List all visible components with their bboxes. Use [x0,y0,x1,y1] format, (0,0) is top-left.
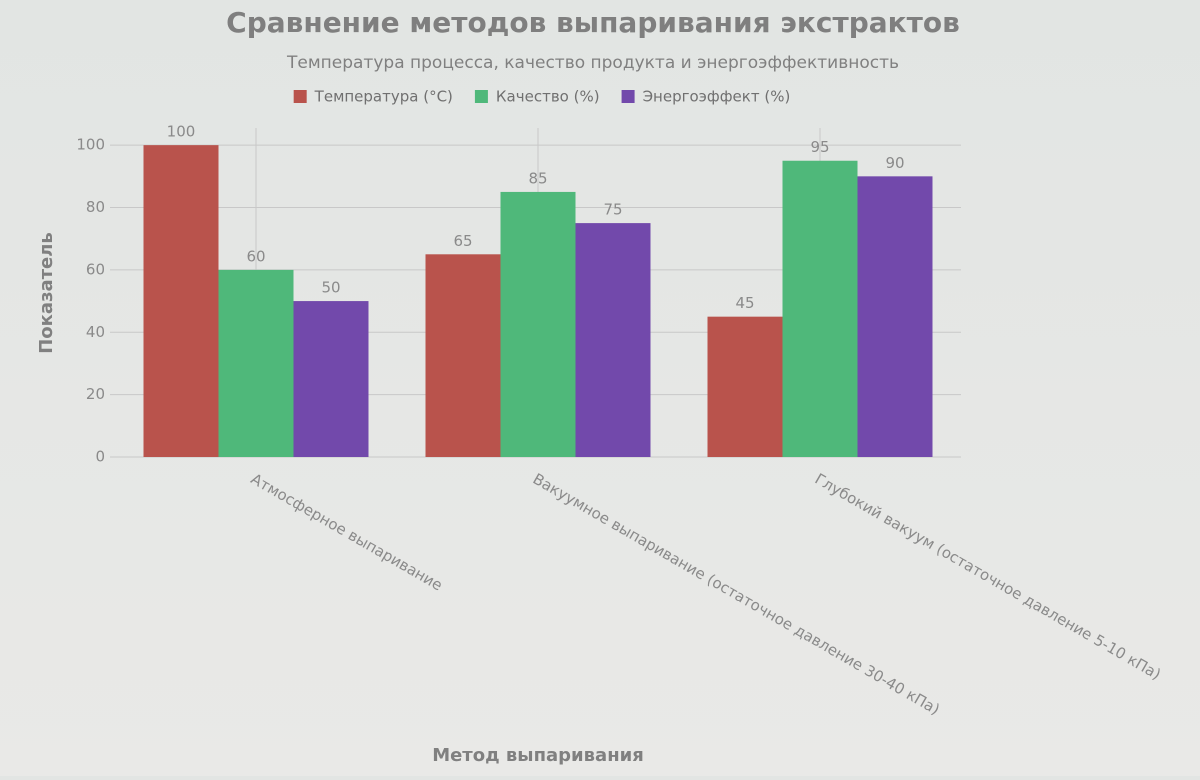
data-label: 50 [321,279,340,297]
bar [782,160,858,457]
bar [500,191,576,458]
data-label: 75 [603,201,622,219]
data-label: 45 [735,294,754,312]
bar [707,316,783,457]
bar [143,145,219,457]
legend-label: Энергоэффект (%) [643,88,791,106]
data-label: 85 [528,169,547,187]
bar [218,269,294,457]
legend-label: Качество (%) [496,88,600,106]
legend-swatch [621,90,635,103]
y-axis-title: Показатель [36,232,57,354]
bar [293,301,369,457]
data-label: 60 [246,247,265,265]
legend-swatch [293,90,307,103]
y-tick-label: 20 [86,385,105,403]
legend-label: Температура (°C) [314,88,453,106]
data-label: 65 [453,232,472,250]
y-tick-label: 0 [95,448,105,466]
y-tick-label: 80 [86,198,105,216]
x-tick-label: Атмосферное выпаривание [248,470,446,595]
bar [425,254,501,457]
x-tick-label: Глубокий вакуум (остаточное давление 5-1… [812,470,1164,684]
data-label: 95 [810,138,829,156]
y-tick-label: 40 [86,323,105,341]
bar [575,223,651,457]
chart-title: Сравнение методов выпаривания экстрактов [226,6,960,39]
bar [857,176,933,457]
chart-subtitle: Температура процесса, качество продукта … [286,53,899,73]
data-label: 90 [885,154,904,172]
legend-swatch [474,90,488,103]
data-label: 100 [167,123,196,141]
x-axis-title: Метод выпаривания [432,745,644,766]
y-tick-label: 60 [86,260,105,278]
y-tick-label: 100 [76,136,105,154]
